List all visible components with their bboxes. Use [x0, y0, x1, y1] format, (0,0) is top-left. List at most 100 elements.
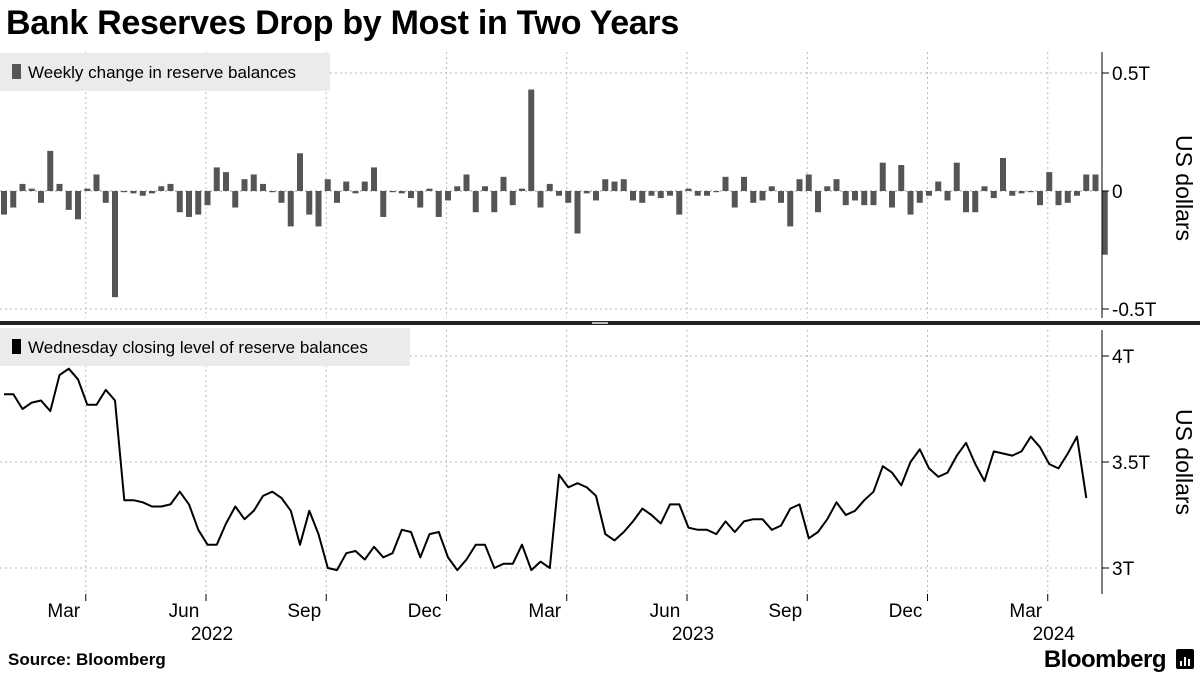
weekly-change-bar: [741, 176, 747, 191]
weekly-change-bar: [1046, 172, 1053, 191]
weekly-change-bar: [1018, 191, 1025, 194]
x-axis: Mar Jun Sep Dec Mar Jun Sep Dec Mar 2022 2023 2024: [47, 594, 1075, 645]
weekly-change-bar: [408, 191, 414, 199]
source-note: Source: Bloomberg: [8, 650, 166, 669]
bottom-y-tick-label: 3.5T: [1112, 453, 1150, 474]
x-month-label: Jun: [169, 601, 200, 622]
weekly-change-bar: [602, 179, 609, 191]
bottom-legend-swatch: [12, 339, 21, 354]
top-y-axis: 0.5T 0 -0.5T: [1101, 52, 1157, 321]
weekly-change-bar: [620, 179, 627, 191]
weekly-change-bar: [556, 191, 562, 196]
weekly-change-bar: [879, 162, 886, 191]
top-y-axis-title: US dollars: [1171, 135, 1197, 241]
weekly-change-bar: [250, 174, 257, 191]
weekly-change-bar: [343, 181, 350, 191]
weekly-change-bar: [972, 191, 979, 213]
weekly-change-bar: [731, 191, 738, 208]
weekly-change-bar: [889, 191, 895, 208]
weekly-change-bar: [28, 188, 35, 191]
weekly-change-bar: [315, 191, 322, 227]
x-year-label: 2022: [191, 624, 233, 645]
x-month-label: Mar: [47, 601, 80, 622]
weekly-change-bar: [472, 191, 479, 213]
weekly-change-bar: [722, 176, 729, 191]
weekly-change-bar: [75, 191, 81, 220]
weekly-change-bar: [768, 186, 775, 191]
weekly-change-bar: [352, 191, 359, 194]
weekly-change-bar: [269, 191, 276, 193]
weekly-change-bar: [852, 191, 858, 201]
bottom-y-tick-label: 3T: [1112, 559, 1135, 580]
weekly-change-bar: [815, 191, 821, 213]
weekly-change-bar: [574, 191, 581, 234]
weekly-change-bar: [648, 191, 655, 196]
weekly-change-bar: [750, 191, 757, 203]
bottom-legend-label: Wednesday closing level of reserve balan…: [28, 338, 368, 357]
x-month-label: Dec: [889, 601, 923, 622]
weekly-change-bar: [19, 183, 26, 191]
weekly-change-bar: [324, 179, 331, 191]
weekly-change-bar: [491, 191, 498, 213]
weekly-change-bar: [916, 191, 923, 203]
weekly-change-bar: [926, 191, 932, 196]
x-month-label: Sep: [287, 601, 321, 622]
weekly-change-bar: [195, 191, 202, 215]
top-y-tick-label: -0.5T: [1112, 300, 1157, 321]
weekly-change-bar: [361, 181, 368, 191]
bottom-y-axis: 4T 3.5T 3T: [1101, 330, 1150, 594]
x-month-label: Mar: [1009, 601, 1042, 622]
weekly-change-bar: [842, 191, 849, 206]
weekly-change-bar: [787, 191, 794, 227]
weekly-change-bar: [1027, 191, 1034, 193]
weekly-change-bar: [10, 191, 17, 208]
weekly-change-bar: [935, 181, 942, 191]
weekly-change-bar: [445, 191, 451, 201]
weekly-change-bar: [565, 191, 572, 203]
bloomberg-chart-icon: [1176, 649, 1194, 669]
weekly-change-bar: [435, 191, 442, 217]
weekly-change-bar: [630, 191, 636, 201]
weekly-change-bar: [232, 191, 239, 208]
weekly-change-bar: [898, 165, 905, 191]
weekly-change-bar: [241, 179, 248, 191]
panel-divider: [0, 321, 1200, 325]
weekly-change-bar: [593, 191, 599, 201]
weekly-change-bar: [546, 183, 553, 191]
weekly-change-bar: [158, 186, 165, 191]
weekly-change-bar: [371, 167, 377, 191]
weekly-change-bar: [1055, 191, 1062, 206]
x-year-label: 2024: [1033, 624, 1076, 645]
weekly-change-bar: [84, 188, 91, 191]
weekly-change-bar: [287, 191, 294, 227]
weekly-change-bar: [537, 191, 544, 208]
weekly-change-bar: [963, 191, 969, 213]
bottom-legend: Wednesday closing level of reserve balan…: [0, 328, 410, 366]
weekly-change-bar: [93, 174, 100, 191]
top-y-tick-label: 0: [1112, 182, 1123, 203]
weekly-change-bar: [112, 191, 118, 298]
weekly-change-bar: [149, 191, 155, 194]
x-month-label: Dec: [408, 601, 442, 622]
weekly-change-bar: [1064, 191, 1071, 203]
weekly-change-bar: [398, 191, 405, 194]
top-legend-swatch: [12, 64, 21, 79]
weekly-change-bar: [454, 186, 461, 191]
bottom-y-tick-label: 4T: [1112, 347, 1135, 368]
weekly-change-bar: [990, 191, 997, 199]
weekly-change-bar: [657, 191, 664, 199]
weekly-change-bar: [482, 186, 488, 191]
weekly-change-bar: [759, 191, 766, 201]
weekly-change-bar: [611, 181, 618, 191]
top-y-tick-label: 0.5T: [1112, 64, 1150, 85]
weekly-change-bar: [204, 191, 211, 206]
bottom-y-axis-title: US dollars: [1171, 409, 1197, 515]
weekly-change-bar: [685, 188, 692, 191]
weekly-change-bar: [713, 191, 720, 193]
weekly-change-bar: [1037, 191, 1043, 206]
weekly-change-bar: [639, 191, 646, 203]
x-month-label: Mar: [528, 601, 561, 622]
weekly-change-bar: [1000, 157, 1006, 191]
weekly-change-bar: [805, 174, 812, 191]
weekly-change-bar: [1074, 191, 1080, 196]
